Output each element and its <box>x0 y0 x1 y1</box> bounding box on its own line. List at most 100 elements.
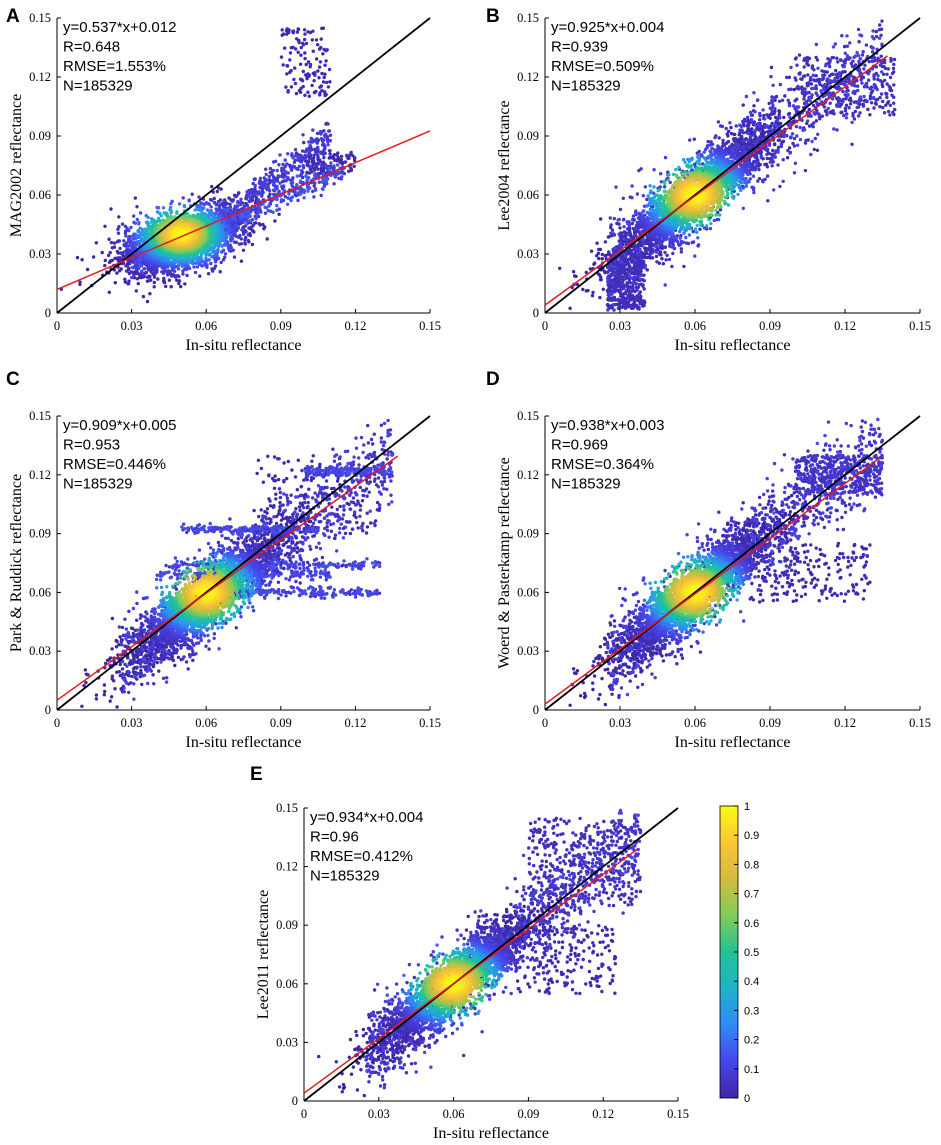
scatter-point <box>268 192 272 196</box>
scatter-point <box>660 257 664 261</box>
scatter-point <box>261 183 265 188</box>
scatter-point <box>597 256 601 261</box>
scatter-point <box>315 137 319 141</box>
scatter-point <box>234 207 238 212</box>
scatter-point <box>314 149 318 153</box>
scatter-point <box>762 113 766 118</box>
scatter-point <box>296 156 300 160</box>
scatter-point <box>252 177 256 182</box>
scatter-point <box>192 265 196 269</box>
scatter-point <box>311 128 315 132</box>
scatter-point <box>327 149 332 153</box>
scatter-point <box>285 64 290 68</box>
scatter-point <box>768 116 772 121</box>
scatter-point <box>179 284 183 289</box>
scatter-point <box>721 138 725 143</box>
scatter-point <box>615 302 619 306</box>
scatter-point <box>158 219 162 223</box>
scatter-point <box>107 290 112 294</box>
scatter-point <box>183 282 187 286</box>
scatter-point <box>177 281 181 286</box>
scatter-point <box>590 294 595 298</box>
scatter-point <box>275 208 279 212</box>
scatter-point <box>665 253 669 257</box>
scatter-point <box>223 255 227 259</box>
scatter-point <box>304 174 308 178</box>
scatter-point <box>323 63 327 67</box>
scatter-point <box>245 215 250 219</box>
scatter-point <box>311 71 315 76</box>
scatter-point <box>257 205 261 209</box>
scatter-point <box>298 174 303 178</box>
scatter-point <box>321 152 326 156</box>
scatter-point <box>326 85 331 89</box>
scatter-point <box>322 176 326 181</box>
scatter-point <box>147 274 151 278</box>
scatter-point <box>232 240 237 244</box>
scatter-point <box>219 187 223 191</box>
scatter-point <box>293 81 298 86</box>
scatter-point <box>193 208 197 212</box>
scatter-point <box>288 51 293 55</box>
scatter-point <box>139 263 143 267</box>
scatter-point <box>618 268 622 272</box>
scatter-point <box>303 150 308 154</box>
scatter-point <box>340 175 344 179</box>
scatter-point <box>109 240 114 245</box>
scatter-point <box>134 289 138 293</box>
scatter-point <box>304 62 308 67</box>
panel-letter: B <box>486 6 500 27</box>
scatter-point <box>112 241 117 245</box>
scatter-point <box>271 178 276 182</box>
scatter-point <box>347 169 351 173</box>
scatter-point <box>320 88 324 93</box>
scatter-point <box>337 176 341 180</box>
scatter-point <box>293 66 297 70</box>
scatter-point <box>316 145 320 149</box>
scatter-point <box>285 72 289 76</box>
scatter-point <box>169 285 173 289</box>
scatter-point <box>275 203 279 208</box>
scatter-point <box>121 261 126 265</box>
scatter-point <box>306 90 310 94</box>
scatter-point <box>132 214 136 218</box>
scatter-point <box>317 47 322 51</box>
scatter-point <box>233 194 238 199</box>
scatter-point <box>177 279 182 283</box>
scatter-point <box>285 27 289 31</box>
scatter-point <box>717 136 721 140</box>
scatter-point <box>198 274 202 278</box>
scatter-point <box>106 253 111 258</box>
x-tick-label: 0.03 <box>121 319 143 333</box>
x-tick-label: 0 <box>54 319 60 333</box>
scatter-point <box>620 295 625 299</box>
scatter-point <box>301 43 306 47</box>
scatter-point <box>228 202 232 206</box>
scatter-point <box>156 206 161 210</box>
scatter-point <box>341 171 345 175</box>
scatter-point <box>144 270 148 275</box>
scatter-point <box>167 269 171 273</box>
scatter-point <box>293 147 298 152</box>
scatter-point <box>243 238 247 242</box>
scatter-point <box>729 125 733 130</box>
scatter-point <box>239 201 243 205</box>
scatter-point <box>250 242 255 247</box>
scatter-point <box>204 256 208 260</box>
scatter-point <box>294 91 299 96</box>
scatter-point <box>305 184 310 188</box>
scatter-point <box>317 180 321 184</box>
scatter-point <box>279 198 284 202</box>
scatter-point <box>617 306 622 310</box>
scatter-point <box>257 190 261 194</box>
scatter-point <box>317 150 322 154</box>
scatter-point <box>318 129 323 134</box>
scatter-point <box>632 295 636 300</box>
scatter-point <box>620 301 625 305</box>
scatter-point <box>129 225 133 230</box>
scatter-point <box>298 179 303 183</box>
scatter-point <box>614 288 618 293</box>
scatter-point <box>117 225 121 229</box>
scatter-point <box>786 112 791 117</box>
scatter-point <box>246 238 251 243</box>
